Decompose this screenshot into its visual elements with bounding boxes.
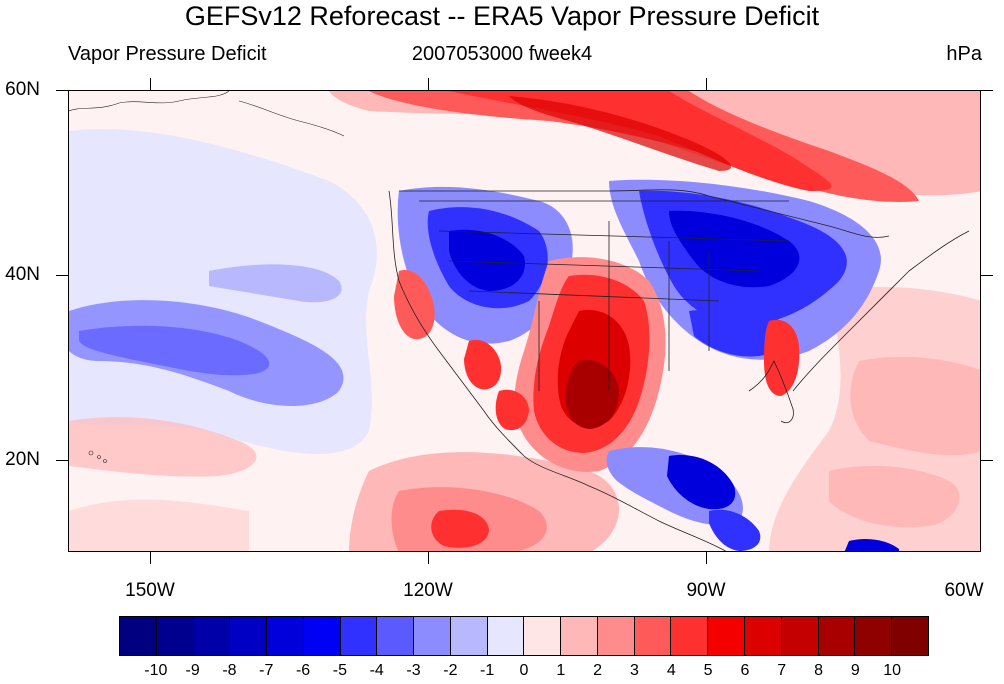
lon-label-90w: 90W — [686, 580, 726, 601]
colorbar-segment — [156, 617, 194, 655]
lat-label-20n: 20N — [5, 449, 40, 470]
colorbar-segment — [597, 617, 635, 655]
colorbar — [119, 616, 929, 656]
lat-tick — [981, 460, 993, 461]
colorbar-label: 10 — [883, 662, 902, 679]
forecast-date-label: 2007053000 fweek4 — [411, 43, 593, 65]
lon-tick — [150, 552, 151, 564]
map-field — [69, 91, 980, 551]
lon-tick — [706, 78, 707, 90]
colorbar-label: 7 — [777, 662, 787, 679]
colorbar-segment — [120, 617, 157, 655]
colorbar-segment — [524, 617, 562, 655]
map-title: GEFSv12 Reforecast -- ERA5 Vapor Pressur… — [184, 1, 820, 31]
lon-tick — [706, 552, 707, 564]
lon-tick — [150, 78, 151, 90]
colorbar-label: -3 — [406, 662, 421, 679]
colorbar-label: -1 — [480, 662, 495, 679]
colorbar-segment — [414, 617, 451, 655]
colorbar-label: 9 — [850, 662, 860, 679]
lat-tick — [56, 275, 68, 276]
colorbar-label: -4 — [369, 662, 384, 679]
colorbar-label: 2 — [593, 662, 603, 679]
colorbar-segment — [267, 617, 304, 655]
lat-tick — [56, 460, 68, 461]
map-plot-area — [68, 90, 981, 552]
colorbar-segment — [855, 617, 893, 655]
colorbar-label: 4 — [666, 662, 676, 679]
colorbar-label: 6 — [740, 662, 750, 679]
colorbar-label: -8 — [222, 662, 237, 679]
colorbar-segment — [818, 617, 856, 655]
colorbar-segment — [634, 617, 672, 655]
colorbar-segment — [303, 617, 341, 655]
colorbar-label: -5 — [332, 662, 348, 679]
lon-label-120w: 120W — [403, 580, 453, 601]
colorbar-segment — [230, 617, 268, 655]
lat-tick — [981, 90, 993, 91]
colorbar-label: -9 — [185, 662, 200, 679]
colorbar-segment — [561, 617, 598, 655]
colorbar-segment — [193, 617, 231, 655]
colorbar-label: 5 — [703, 662, 713, 679]
lat-label-40n: 40N — [5, 264, 40, 285]
colorbar-label: 8 — [814, 662, 823, 679]
lon-tick — [428, 552, 429, 564]
colorbar-label: -10 — [144, 662, 168, 679]
colorbar-segment — [781, 617, 819, 655]
lon-tick — [428, 78, 429, 90]
colorbar-label: -6 — [295, 662, 311, 679]
colorbar-segment — [708, 617, 746, 655]
lon-label-60w: 60W — [944, 580, 984, 601]
colorbar-segment — [487, 617, 525, 655]
units-label: hPa — [946, 43, 982, 65]
colorbar-segment — [340, 617, 378, 655]
colorbar-segment — [745, 617, 782, 655]
variable-label: Vapor Pressure Deficit — [68, 43, 267, 65]
colorbar-segment — [892, 617, 928, 655]
lat-label-60n: 60N — [5, 79, 40, 100]
colorbar-label: 3 — [630, 662, 639, 679]
colorbar-segment — [671, 617, 709, 655]
lon-label-150w: 150W — [125, 580, 175, 601]
lat-tick — [56, 90, 68, 91]
lat-tick — [981, 275, 993, 276]
colorbar-label: -7 — [259, 662, 274, 679]
colorbar-label: 1 — [556, 662, 566, 679]
colorbar-segment — [450, 617, 488, 655]
colorbar-segment — [377, 617, 415, 655]
colorbar-label: -2 — [443, 662, 458, 679]
colorbar-label: 0 — [519, 662, 529, 679]
